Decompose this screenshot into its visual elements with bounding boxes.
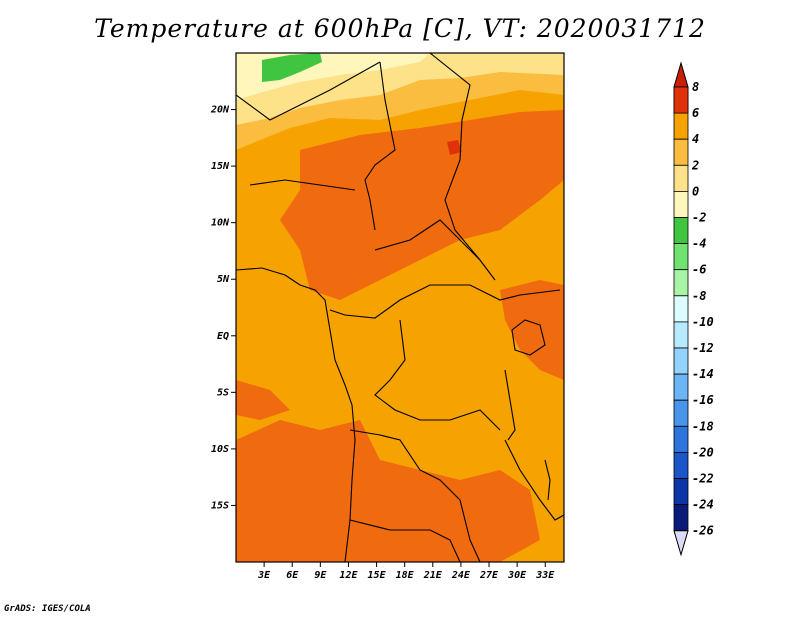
colorbar-segment bbox=[673, 451, 689, 479]
x-tick-label: 3E bbox=[257, 570, 271, 581]
y-tick-label: 15S bbox=[211, 500, 229, 511]
x-tick-label: 21E bbox=[423, 570, 443, 581]
country-borders bbox=[236, 53, 564, 562]
colorbar-bottom-triangle bbox=[673, 530, 689, 557]
colorbar-segment bbox=[673, 190, 689, 218]
x-tick-label: 18E bbox=[396, 570, 415, 581]
x-tick-label: 15E bbox=[368, 570, 387, 581]
colorbar: 8 6 4 2 0 -2 -4 -6 -8 -10 -12 -14 -16 -18 -20 -22 -24 -26 bbox=[673, 61, 714, 557]
colorbar-segment bbox=[673, 478, 689, 506]
colorbar-segment bbox=[673, 243, 689, 271]
border-line-1 bbox=[364, 61, 396, 231]
colorbar-label: -14 bbox=[692, 367, 714, 381]
y-tick-label: 15N bbox=[211, 161, 230, 172]
border-line-2 bbox=[429, 53, 496, 281]
border-line-6 bbox=[329, 284, 561, 319]
lake-tanganyika bbox=[504, 369, 516, 441]
y-tick-label: 5N bbox=[217, 274, 230, 285]
border-line-3 bbox=[236, 61, 381, 121]
border-line-7 bbox=[374, 319, 501, 431]
colorbar-segment bbox=[673, 425, 689, 453]
x-tick-label: 6E bbox=[286, 570, 299, 581]
colorbar-segment bbox=[673, 217, 689, 245]
y-tick-label: 10S bbox=[211, 444, 229, 455]
colorbar-segment bbox=[673, 399, 689, 427]
colorbar-label: -12 bbox=[692, 341, 714, 355]
colorbar-label: -6 bbox=[692, 263, 706, 277]
border-line-9 bbox=[349, 519, 461, 562]
colorbar-label: 2 bbox=[691, 158, 699, 172]
colorbar-label: 0 bbox=[692, 184, 699, 198]
colorbar-label: -24 bbox=[692, 498, 714, 512]
colorbar-label: -2 bbox=[692, 211, 706, 225]
axis-ticks: 3E 6E 9E 12E 15E 18E 21E 24E 27E 30E 33E 20N 15N 10N 5… bbox=[210, 105, 555, 581]
colorbar-segment bbox=[673, 504, 689, 532]
colorbar-label: -4 bbox=[692, 237, 706, 251]
warm-zone-east bbox=[500, 280, 564, 380]
colorbar-segment bbox=[673, 373, 689, 401]
lake-victoria bbox=[511, 319, 546, 356]
y-tick-label: 5S bbox=[217, 387, 229, 398]
x-tick-label: 12E bbox=[339, 570, 358, 581]
chart-title: Temperature at 600hPa [C], VT: 202003171… bbox=[94, 14, 706, 43]
y-tick-label: 20N bbox=[210, 105, 230, 116]
colorbar-top-triangle bbox=[673, 61, 689, 88]
x-tick-label: 24E bbox=[451, 570, 471, 581]
y-tick-label: 10N bbox=[211, 218, 230, 229]
colorbar-segment bbox=[673, 347, 689, 375]
border-line-4 bbox=[249, 179, 356, 191]
coastline-west bbox=[236, 267, 356, 562]
hot-spot bbox=[447, 140, 462, 155]
lake-malawi bbox=[544, 459, 551, 501]
cooler-center bbox=[340, 320, 500, 450]
border-line-8 bbox=[349, 429, 481, 562]
colorbar-label: 8 bbox=[692, 80, 699, 94]
colorbar-segment bbox=[673, 295, 689, 323]
x-tick-label: 9E bbox=[314, 570, 327, 581]
border-line-5 bbox=[374, 219, 481, 261]
x-tick-label: 27E bbox=[479, 570, 499, 581]
warm-zone-sahel bbox=[280, 110, 564, 300]
colorbar-segment bbox=[673, 138, 689, 166]
colorbar-segment bbox=[673, 269, 689, 297]
colorbar-label: 6 bbox=[692, 106, 699, 120]
colorbar-label: -20 bbox=[692, 445, 714, 459]
colorbar-segment bbox=[673, 321, 689, 349]
colorbar-segment bbox=[673, 86, 689, 114]
colorbar-label: -10 bbox=[692, 315, 714, 329]
colorbar-label: -18 bbox=[692, 419, 714, 433]
colorbar-segment bbox=[673, 112, 689, 140]
colorbar-label: -16 bbox=[692, 393, 714, 407]
temperature-field bbox=[236, 53, 564, 562]
colorbar-label: -22 bbox=[692, 472, 714, 486]
border-line-10 bbox=[504, 439, 564, 521]
colorbar-label: -8 bbox=[692, 289, 706, 303]
warm-zone-south bbox=[236, 420, 540, 562]
x-tick-label: 30E bbox=[507, 570, 527, 581]
y-tick-label: EQ bbox=[217, 331, 229, 342]
colorbar-segment bbox=[673, 164, 689, 192]
green-patch bbox=[262, 53, 322, 82]
map-frame bbox=[235, 52, 565, 563]
colorbar-label: -26 bbox=[692, 524, 714, 538]
warm-spot-west bbox=[236, 380, 290, 420]
grads-credit: GrADS: IGES/COLA bbox=[4, 604, 91, 614]
x-tick-label: 33E bbox=[535, 570, 555, 581]
colorbar-label: 4 bbox=[692, 132, 699, 146]
